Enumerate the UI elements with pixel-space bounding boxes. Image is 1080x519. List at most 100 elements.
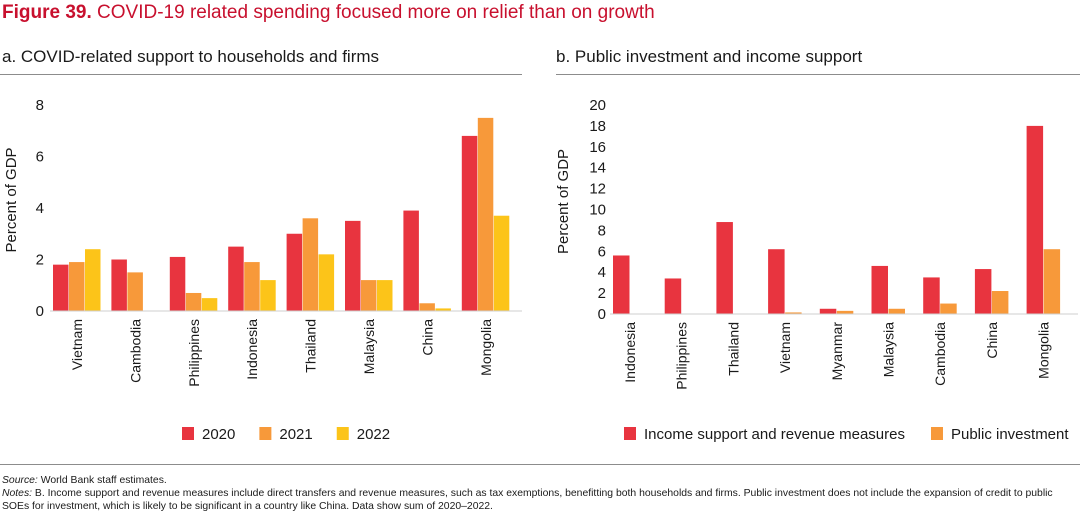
category-label-indonesia: Indonesia <box>622 322 638 383</box>
bar-mongolia-public-investment <box>1043 249 1061 314</box>
bar-malaysia-public-investment <box>888 308 905 314</box>
figure-title: Figure 39. COVID-19 related spending foc… <box>2 2 655 24</box>
bar-vietnam-2021 <box>69 262 85 311</box>
category-label-cambodia: Cambodia <box>127 319 143 383</box>
legend-swatch-2020 <box>182 427 194 440</box>
notes-block: Source: World Bank staff estimates. Note… <box>2 474 1078 513</box>
chart-b: Percent of GDP 0 2 4 6 8 10 12 14 16 18 20 Indonesia… <box>555 97 1078 443</box>
bar-malaysia-2021 <box>361 280 377 311</box>
category-label-philippines: Philippines <box>186 319 202 387</box>
bar-indonesia-income-support-and-revenue-measures <box>613 255 630 314</box>
category-label-indonesia: Indonesia <box>244 319 260 380</box>
category-label-mongolia: Mongolia <box>478 319 494 376</box>
y-tick-label: 20 <box>589 97 606 114</box>
category-label-myanmar: Myanmar <box>829 322 845 381</box>
y-tick-label: 8 <box>36 97 44 114</box>
legend-label-public-investment: Public investment <box>951 426 1069 443</box>
y-axis-label: Percent of GDP <box>555 149 572 254</box>
bar-malaysia-2022 <box>377 280 393 311</box>
category-label-thailand: Thailand <box>303 319 319 373</box>
bar-indonesia-2022 <box>260 280 276 311</box>
y-tick-label: 4 <box>598 264 606 281</box>
bar-indonesia-2020 <box>228 246 244 311</box>
category-label-china: China <box>984 322 1000 359</box>
notes-rule <box>0 464 1080 465</box>
panel-b-title-rule <box>556 74 1080 75</box>
bar-thailand-income-support-and-revenue-measures <box>716 222 733 314</box>
legend-swatch-public-investment <box>930 427 943 440</box>
category-label-china: China <box>419 319 435 356</box>
source-line: Source: World Bank staff estimates. <box>2 474 1078 487</box>
bar-cambodia-2020 <box>111 259 127 311</box>
legend-label-2020: 2020 <box>202 426 235 443</box>
figure-number: Figure 39. <box>2 2 92 23</box>
legend-swatch-2022 <box>336 427 349 440</box>
legend-label-income-support-and-revenue-measures: Income support and revenue measures <box>644 426 905 443</box>
y-tick-label: 10 <box>589 202 606 219</box>
bar-indonesia-2021 <box>244 262 260 311</box>
bar-thailand-2022 <box>318 254 335 311</box>
bar-mongolia-2020 <box>461 135 478 311</box>
panel-a-title: a. COVID-related support to households a… <box>2 47 380 66</box>
source-text: World Bank staff estimates. <box>40 475 167 486</box>
bar-philippines-income-support-and-revenue-measures <box>664 278 682 314</box>
notes-line: Notes: B. Income support and revenue mea… <box>2 487 1078 513</box>
figure-title-text: COVID-19 related spending focused more o… <box>97 2 655 23</box>
category-label-malaysia: Malaysia <box>361 319 377 374</box>
y-tick-label: 14 <box>589 160 606 177</box>
bar-cambodia-income-support-and-revenue-measures <box>923 277 940 314</box>
y-tick-label: 16 <box>589 139 606 156</box>
y-tick-label: 2 <box>36 252 44 269</box>
legend-label-2021: 2021 <box>279 426 312 443</box>
bar-thailand-2021 <box>302 218 319 311</box>
bar-mongolia-2022 <box>493 215 510 311</box>
notes-label: Notes: <box>2 488 33 499</box>
y-tick-label: 0 <box>598 306 606 323</box>
bar-mongolia-2021 <box>477 117 494 311</box>
bar-mongolia-income-support-and-revenue-measures <box>1026 125 1044 315</box>
bar-cambodia-public-investment <box>940 303 957 314</box>
chart-a: Percent of GDP 0 2 4 6 8 Vietnam Cambodia Philip… <box>3 97 522 443</box>
bar-myanmar-public-investment <box>836 310 854 314</box>
bar-thailand-2020 <box>286 233 303 311</box>
y-tick-label: 6 <box>598 243 606 260</box>
y-tick-label: 8 <box>598 222 606 239</box>
category-label-mongolia: Mongolia <box>1036 322 1052 379</box>
panel-b-title: b. Public investment and income support <box>556 47 863 66</box>
bar-malaysia-2020 <box>345 220 361 311</box>
bar-china-2021 <box>419 303 435 311</box>
category-label-thailand: Thailand <box>725 322 741 376</box>
y-tick-label: 4 <box>36 200 44 217</box>
legend-swatch-income-support-and-revenue-measures <box>624 427 636 440</box>
bar-philippines-2021 <box>185 292 202 311</box>
y-axis-label: Percent of GDP <box>3 147 20 252</box>
bar-philippines-2020 <box>169 256 186 311</box>
y-tick-label: 18 <box>589 118 606 135</box>
category-label-cambodia: Cambodia <box>932 322 948 386</box>
bar-vietnam-income-support-and-revenue-measures <box>768 249 785 314</box>
notes-text: B. Income support and revenue measures i… <box>2 488 1053 512</box>
y-tick-label: 2 <box>598 285 606 302</box>
legend-swatch-2021 <box>259 427 272 440</box>
y-tick-label: 0 <box>36 303 44 320</box>
legend-label-2022: 2022 <box>357 426 390 443</box>
bar-cambodia-2021 <box>127 272 143 311</box>
category-label-vietnam: Vietnam <box>777 322 793 373</box>
bar-malaysia-income-support-and-revenue-measures <box>871 265 888 314</box>
bar-myanmar-income-support-and-revenue-measures <box>819 308 837 314</box>
category-label-malaysia: Malaysia <box>881 322 897 377</box>
bar-vietnam-2020 <box>53 264 69 311</box>
category-label-philippines: Philippines <box>674 322 690 390</box>
source-label: Source: <box>2 475 38 486</box>
bar-china-public-investment <box>991 291 1009 314</box>
y-tick-label: 6 <box>36 149 44 166</box>
category-label-vietnam: Vietnam <box>69 319 85 370</box>
y-tick-label: 12 <box>589 181 606 198</box>
bar-china-2022 <box>435 308 451 311</box>
bar-philippines-2022 <box>201 298 218 311</box>
bar-china-2020 <box>403 210 419 311</box>
bar-vietnam-public-investment <box>785 312 802 314</box>
bar-china-income-support-and-revenue-measures <box>974 269 992 314</box>
panel-a-title-rule <box>0 74 522 75</box>
bar-vietnam-2022 <box>85 249 101 311</box>
